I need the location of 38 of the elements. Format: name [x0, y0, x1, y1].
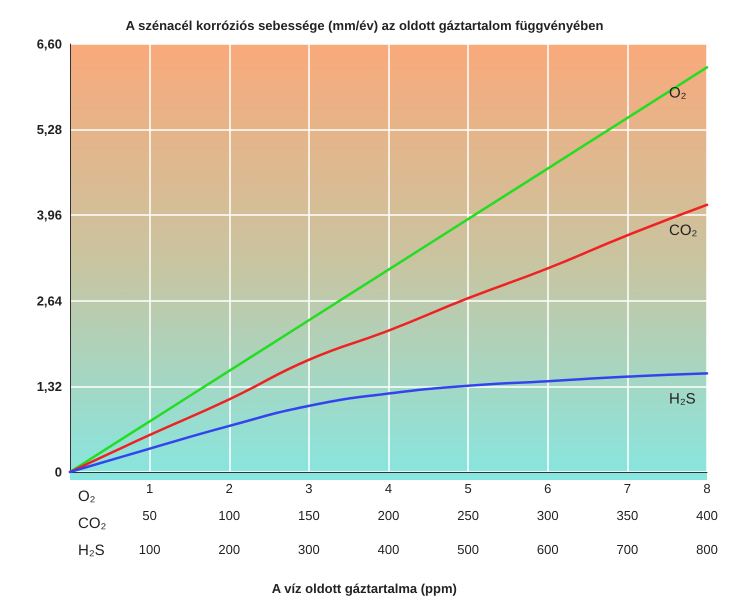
series-label: H₂S	[669, 390, 696, 408]
x-tick-label: 8	[703, 481, 711, 496]
series-label: O₂	[669, 84, 687, 102]
x2-tick-label: 250	[457, 508, 479, 523]
text: 700	[616, 542, 638, 557]
text: 100	[138, 542, 160, 557]
x2-tick-label: 400	[696, 508, 718, 523]
y-tick-label: 6,60	[36, 36, 62, 52]
text: 300	[298, 542, 320, 557]
y-tick-label: 2,64	[36, 293, 63, 308]
text: CO₂	[78, 515, 106, 532]
x-tick-label: 6	[544, 481, 552, 496]
x-tick-label: 3	[305, 481, 312, 496]
series-label: CO₂	[669, 222, 698, 239]
text: 800	[696, 542, 718, 557]
text: 500	[457, 542, 479, 557]
y-tick-label: 1,32	[36, 378, 62, 394]
x2-tick-label: 350	[616, 508, 638, 523]
x-tick-label: 1	[146, 481, 154, 496]
x2-tick-label: 200	[378, 508, 400, 523]
text: 400	[378, 542, 400, 557]
x2-tick-label: 150	[298, 508, 320, 523]
y-tick-label: 3,96	[36, 208, 62, 223]
x-tick-label: 5	[464, 481, 472, 496]
y-tick-label: 0	[54, 464, 62, 480]
x2-tick-label: 50	[142, 508, 157, 523]
text: O₂	[78, 488, 96, 505]
x-axis-title: A víz oldott gáztartalma (ppm)	[272, 581, 457, 596]
chart-title: A szénacél korróziós sebessége (mm/év) az oldott gáztartalom függvényében	[126, 18, 604, 33]
x2-tick-label: 100	[218, 508, 240, 523]
x2-tick-label: 300	[536, 508, 559, 523]
text: 200	[218, 542, 240, 557]
y-tick-label: 5,28	[36, 122, 62, 138]
text: H₂S	[78, 542, 105, 559]
text: 600	[536, 542, 559, 557]
x-tick-label: 4	[384, 481, 392, 496]
x-tick-label: 2	[226, 481, 233, 496]
x-tick-label: 7	[624, 481, 631, 496]
